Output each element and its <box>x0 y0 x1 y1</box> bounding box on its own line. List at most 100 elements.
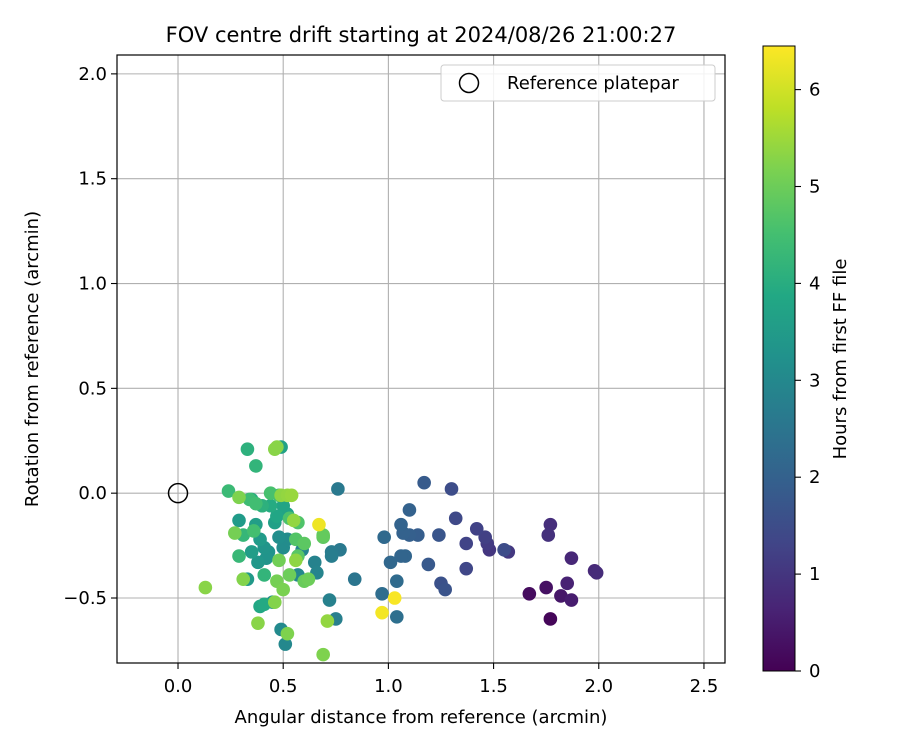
data-point <box>244 545 259 559</box>
data-point <box>320 614 335 628</box>
data-point <box>444 482 459 496</box>
y-axis-label: Rotation from reference (arcmin) <box>22 211 43 507</box>
data-point <box>478 530 492 545</box>
data-point <box>228 526 242 540</box>
data-point <box>276 498 291 513</box>
x-axis-ticks: 0.0 0.5 1.0 1.5 2.0 2.5 <box>164 663 719 697</box>
data-point <box>564 551 579 565</box>
data-point <box>543 517 558 532</box>
data-point <box>417 475 431 490</box>
colorbar-tick-label: 1 <box>809 564 820 585</box>
data-point <box>390 574 404 589</box>
data-point <box>539 580 553 595</box>
data-point <box>316 528 330 542</box>
data-point <box>221 484 236 498</box>
data-point <box>267 595 282 609</box>
x-tick-label: 1.0 <box>374 676 403 697</box>
data-point <box>251 555 265 570</box>
data-points <box>198 440 604 662</box>
data-point <box>394 549 408 563</box>
legend-box <box>440 64 716 102</box>
data-point <box>421 557 436 572</box>
data-point <box>377 530 391 545</box>
data-point <box>297 536 312 551</box>
data-point <box>257 597 272 612</box>
colorbar-tick-label: 4 <box>809 273 820 294</box>
data-point <box>438 582 452 597</box>
reference-marker-layer <box>167 482 189 504</box>
data-point <box>564 593 579 607</box>
data-point <box>198 580 213 595</box>
data-point <box>375 605 389 620</box>
reference-platepar-marker <box>167 482 189 504</box>
data-point <box>387 591 402 605</box>
colorbar-tick-label: 6 <box>809 80 820 101</box>
y-tick-label: 1.0 <box>78 274 107 295</box>
data-point <box>383 555 398 570</box>
colorbar-gradient <box>762 45 796 672</box>
x-tick-label: 0.5 <box>269 676 298 697</box>
colorbar-tick-label: 5 <box>809 177 820 198</box>
data-point <box>272 553 286 568</box>
data-point <box>280 626 295 641</box>
data-point <box>554 589 568 603</box>
data-point <box>240 442 255 456</box>
data-point <box>257 568 272 582</box>
data-point <box>270 509 284 524</box>
legend-entry-reference-platepar: Reference platepar <box>507 73 679 94</box>
x-axis-label: Angular distance from reference (arcmin) <box>235 707 608 728</box>
data-point <box>251 616 265 630</box>
data-point <box>316 647 330 662</box>
data-point <box>347 572 362 586</box>
y-tick-label: −0.5 <box>63 588 107 609</box>
data-point <box>284 488 299 503</box>
x-tick-label: 2.5 <box>690 676 719 697</box>
legend-marker-icon <box>458 72 480 94</box>
colorbar-tick-label: 3 <box>809 370 820 391</box>
colorbar: 0 1 2 3 4 5 6 Hours from first FF file <box>762 45 851 682</box>
data-point <box>375 587 389 601</box>
chart-title: FOV centre drift starting at 2024/08/26 … <box>166 23 677 47</box>
y-tick-label: 1.5 <box>78 169 107 190</box>
data-point <box>286 513 301 528</box>
data-point <box>270 440 284 454</box>
data-point <box>469 522 484 536</box>
y-tick-label: 0.0 <box>78 483 107 504</box>
data-point <box>541 528 556 542</box>
data-point <box>560 576 575 591</box>
y-tick-label: 0.5 <box>78 378 107 399</box>
data-point <box>459 536 474 551</box>
data-point <box>246 524 261 538</box>
data-point <box>312 517 326 532</box>
legend: Reference platepar <box>440 64 716 102</box>
data-point <box>276 582 291 597</box>
colorbar-label: Hours from first FF file <box>830 259 851 460</box>
data-point <box>497 542 511 557</box>
data-point <box>289 553 303 568</box>
colorbar-tick-label: 0 <box>809 661 820 682</box>
data-point <box>322 593 337 607</box>
y-tick-label: 2.0 <box>78 64 107 85</box>
x-tick-label: 0.0 <box>164 676 193 697</box>
data-point <box>448 511 463 526</box>
data-point <box>249 496 263 511</box>
data-point <box>301 572 316 586</box>
data-point <box>307 555 322 570</box>
data-point <box>459 561 474 576</box>
data-point <box>278 637 293 651</box>
data-point <box>232 549 246 563</box>
colorbar-ticks: 0 1 2 3 4 5 6 <box>795 80 820 682</box>
grid-lines <box>117 55 725 663</box>
plot-frame <box>116 54 726 664</box>
data-point <box>249 459 263 473</box>
data-point <box>282 568 297 582</box>
data-point <box>390 610 404 624</box>
colorbar-tick-label: 2 <box>809 467 820 488</box>
data-point <box>236 572 251 586</box>
data-point <box>331 482 345 496</box>
data-point <box>589 566 604 580</box>
x-tick-label: 1.5 <box>479 676 508 697</box>
data-point <box>324 549 339 563</box>
data-point <box>432 528 446 542</box>
